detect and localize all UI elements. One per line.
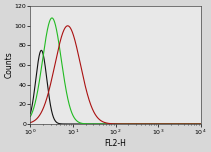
X-axis label: FL2-H: FL2-H	[105, 139, 126, 148]
Y-axis label: Counts: Counts	[4, 52, 13, 78]
